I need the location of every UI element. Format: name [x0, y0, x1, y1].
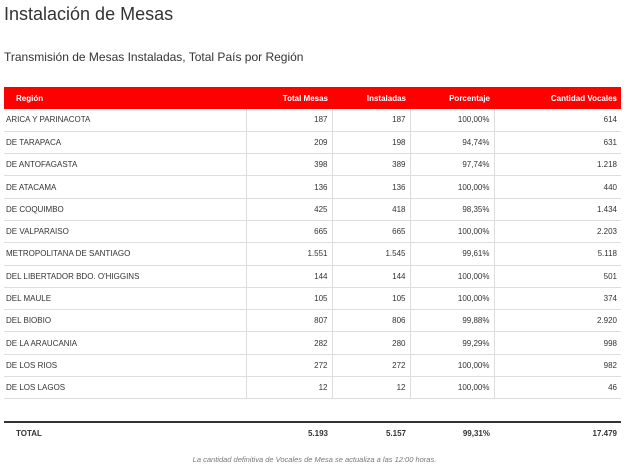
instaladas-cell: 806	[331, 309, 410, 333]
table-row: DE LOS LAGOS 12 12 100,00% 46	[4, 376, 621, 400]
total-mesas-cell: 282	[245, 331, 332, 355]
total-mesas-cell: 665	[245, 220, 332, 244]
total-row: TOTAL 5.193 5.157 99,31% 17.479	[4, 421, 621, 445]
table-row: DE TARAPACA 209 198 94,74% 631	[4, 131, 621, 155]
page-subtitle: Transmisión de Mesas Instaladas, Total P…	[4, 50, 304, 64]
column-header-cantidad-vocales: Cantidad Vocales	[550, 93, 617, 103]
cantidad-vocales-cell: 1.218	[493, 153, 621, 177]
region-name: DEL MAULE	[4, 287, 246, 311]
region-name: METROPOLITANA DE SANTIAGO	[4, 242, 246, 266]
porcentaje-cell: 98,35%	[409, 198, 494, 221]
total-mesas-cell: 209	[245, 131, 332, 155]
region-name: DE LA ARAUCANIA	[4, 331, 246, 355]
table-row: DEL LIBERTADOR BDO. O'HIGGINS 144 144 10…	[4, 265, 621, 288]
cantidad-vocales-cell: 631	[493, 131, 621, 155]
region-name: DE LOS LAGOS	[4, 376, 246, 400]
table-row: METROPOLITANA DE SANTIAGO 1.551 1.545 99…	[4, 242, 621, 266]
column-header-total-mesas: Total Mesas	[282, 93, 328, 103]
cantidad-vocales-cell: 374	[493, 287, 621, 311]
porcentaje-cell: 100,00%	[409, 354, 494, 378]
instaladas-cell: 12	[331, 376, 410, 400]
instaladas-cell: 136	[331, 175, 410, 199]
cantidad-vocales-cell: 2.920	[493, 309, 621, 333]
table-row: DEL BIOBIO 807 806 99,88% 2.920	[4, 309, 621, 333]
porcentaje-cell: 94,74%	[409, 131, 494, 155]
total-mesas-cell: 136	[245, 175, 332, 199]
porcentaje-cell: 99,29%	[409, 331, 494, 355]
cantidad-vocales-cell: 1.434	[493, 198, 621, 221]
instaladas-sum: 5.157	[332, 421, 410, 445]
region-name: DE ATACAMA	[4, 175, 246, 199]
region-name: DEL BIOBIO	[4, 309, 246, 333]
cantidad-vocales-sum: 17.479	[494, 421, 621, 445]
table-header: Región Total Mesas Instaladas Porcentaje…	[4, 87, 621, 109]
porcentaje-cell: 99,88%	[409, 309, 494, 333]
table-row: DE ATACAMA 136 136 100,00% 440	[4, 175, 621, 199]
region-name: DE TARAPACA	[4, 131, 246, 155]
total-mesas-cell: 105	[245, 287, 332, 311]
page-title: Instalación de Mesas	[4, 4, 174, 24]
column-header-porcentaje: Porcentaje	[449, 93, 490, 103]
total-mesas-cell: 187	[245, 109, 332, 132]
instaladas-cell: 389	[331, 153, 410, 177]
cantidad-vocales-cell: 501	[493, 265, 621, 288]
porcentaje-cell: 99,61%	[409, 242, 494, 266]
cantidad-vocales-cell: 440	[493, 175, 621, 199]
total-mesas-cell: 425	[245, 198, 332, 221]
region-name: DE COQUIMBO	[4, 198, 246, 221]
porcentaje-cell: 100,00%	[409, 265, 494, 288]
region-name: DE VALPARAISO	[4, 220, 246, 244]
cantidad-vocales-cell: 982	[493, 354, 621, 378]
footnote: La cantidad definitiva de Vocales de Mes…	[192, 455, 437, 464]
column-header-region: Región	[16, 93, 44, 103]
porcentaje-total: 99,31%	[410, 421, 494, 445]
porcentaje-cell: 100,00%	[409, 287, 494, 311]
header-row: Región Total Mesas Instaladas Porcentaje…	[4, 87, 621, 109]
table-row: ARICA Y PARINACOTA 187 187 100,00% 614	[4, 109, 621, 132]
instaladas-cell: 198	[331, 131, 410, 155]
results-table: Región Total Mesas Instaladas Porcentaje…	[4, 87, 621, 445]
instaladas-cell: 665	[331, 220, 410, 244]
instaladas-cell: 418	[331, 198, 410, 221]
table-row: DE COQUIMBO 425 418 98,35% 1.434	[4, 198, 621, 221]
region-name: DE ANTOFAGASTA	[4, 153, 246, 177]
total-mesas-sum: 5.193	[246, 421, 332, 445]
porcentaje-cell: 100,00%	[409, 109, 494, 132]
porcentaje-cell: 100,00%	[409, 175, 494, 199]
table-row: DE LOS RIOS 272 272 100,00% 982	[4, 354, 621, 378]
total-mesas-cell: 1.551	[245, 242, 332, 266]
porcentaje-cell: 100,00%	[409, 376, 494, 400]
table-row: DE ANTOFAGASTA 398 389 97,74% 1.218	[4, 153, 621, 177]
cantidad-vocales-cell: 2.203	[493, 220, 621, 244]
total-label: TOTAL	[4, 421, 246, 445]
table-body: ARICA Y PARINACOTA 187 187 100,00% 614 D…	[4, 109, 621, 445]
cantidad-vocales-cell: 46	[493, 376, 621, 400]
instaladas-cell: 144	[331, 265, 410, 288]
porcentaje-cell: 100,00%	[409, 220, 494, 244]
total-mesas-cell: 398	[245, 153, 332, 177]
spacer-cell	[4, 399, 621, 423]
region-name: DE LOS RIOS	[4, 354, 246, 378]
table-row: DEL MAULE 105 105 100,00% 374	[4, 287, 621, 311]
table-row: DE LA ARAUCANIA 282 280 99,29% 998	[4, 331, 621, 355]
porcentaje-cell: 97,74%	[409, 153, 494, 177]
cantidad-vocales-cell: 5.118	[493, 242, 621, 266]
table-row: DE VALPARAISO 665 665 100,00% 2.203	[4, 220, 621, 244]
instaladas-cell: 105	[331, 287, 410, 311]
instaladas-cell: 280	[331, 331, 410, 355]
total-mesas-cell: 272	[245, 354, 332, 378]
instaladas-cell: 187	[331, 109, 410, 132]
total-mesas-cell: 12	[245, 376, 332, 400]
cantidad-vocales-cell: 614	[493, 109, 621, 132]
total-mesas-cell: 144	[245, 265, 332, 288]
spacer-row	[4, 399, 621, 423]
column-header-instaladas: Instaladas	[366, 93, 406, 103]
region-name: ARICA Y PARINACOTA	[4, 109, 246, 132]
instaladas-cell: 1.545	[331, 242, 410, 266]
region-name: DEL LIBERTADOR BDO. O'HIGGINS	[4, 265, 246, 288]
total-mesas-cell: 807	[245, 309, 332, 333]
cantidad-vocales-cell: 998	[493, 331, 621, 355]
instaladas-cell: 272	[331, 354, 410, 378]
